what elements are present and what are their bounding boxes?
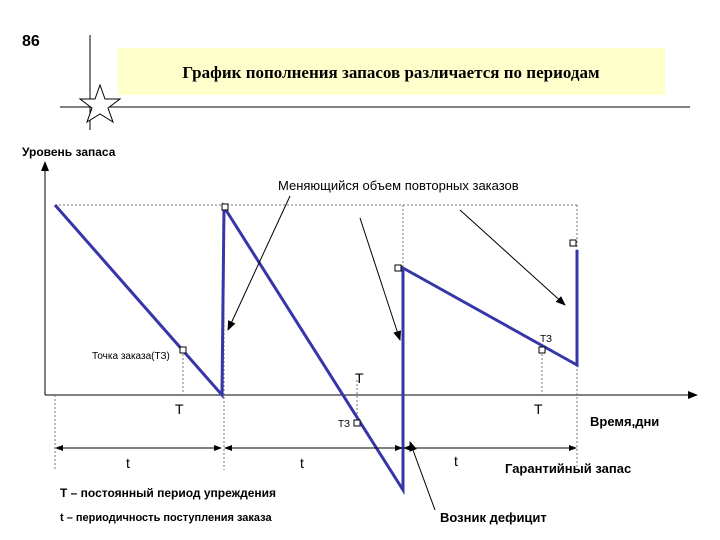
y-axis-label: Уровень запаса xyxy=(22,145,116,159)
annotation: Т xyxy=(534,401,543,417)
point-marker xyxy=(179,346,187,354)
legend-text: Т – постоянный период упреждения xyxy=(60,486,276,500)
annotation: Возник дефицит xyxy=(440,510,547,525)
annotation: Точка заказа(ТЗ) xyxy=(92,351,170,362)
annotation: t xyxy=(454,453,458,469)
annotation: Т xyxy=(175,401,184,417)
annotation: Гарантийный запас xyxy=(505,461,631,476)
annotation: t xyxy=(126,455,130,471)
annotation: t xyxy=(300,455,304,471)
annotation: ТЗ xyxy=(338,419,350,430)
star xyxy=(78,83,122,124)
title: График пополнения запасов различается по… xyxy=(182,63,600,82)
annotation: Т xyxy=(355,370,364,386)
point-marker xyxy=(569,239,577,247)
point-marker xyxy=(221,203,229,211)
arrow xyxy=(227,195,291,331)
legend-text: t – периодичность поступления заказа xyxy=(60,512,273,524)
title-box xyxy=(118,48,665,95)
point-marker xyxy=(394,264,402,272)
x-axis-label: Время,дни xyxy=(590,414,659,429)
point-marker xyxy=(538,346,546,354)
stock-line xyxy=(53,201,579,496)
annotation: ТЗ xyxy=(540,334,552,345)
arrow xyxy=(359,217,401,341)
slide-number: 86 xyxy=(22,33,40,50)
annotation: Меняющийся объем повторных заказов xyxy=(278,178,519,193)
arrow xyxy=(459,209,566,306)
point-marker xyxy=(353,419,361,427)
arrow xyxy=(409,441,436,511)
